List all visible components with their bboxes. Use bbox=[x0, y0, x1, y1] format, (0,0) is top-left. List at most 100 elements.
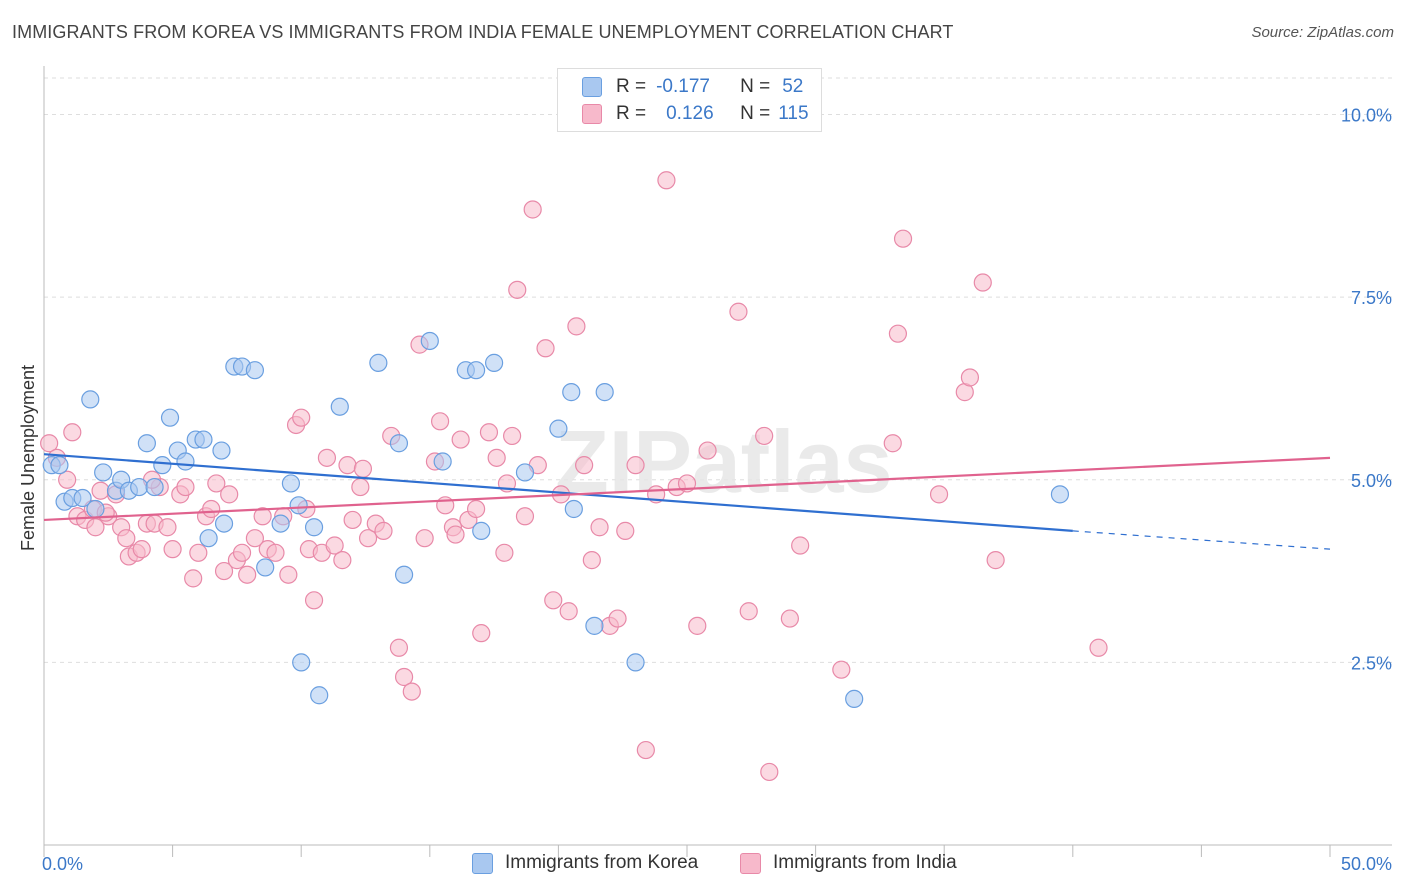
data-point bbox=[317, 448, 337, 467]
trend-line-extension bbox=[1072, 530, 1331, 550]
data-point bbox=[590, 518, 609, 537]
y-tick-label: 7.5% bbox=[1351, 288, 1392, 308]
data-point bbox=[636, 740, 655, 760]
data-point bbox=[220, 485, 239, 504]
data-point bbox=[472, 521, 491, 540]
data-point bbox=[536, 339, 555, 358]
data-point bbox=[130, 477, 149, 497]
data-point bbox=[595, 383, 614, 402]
data-point bbox=[292, 653, 311, 672]
data-point bbox=[137, 434, 156, 453]
r-label: R = bbox=[616, 103, 647, 124]
chart-title: IMMIGRANTS FROM KOREA VS IMMIGRANTS FROM… bbox=[12, 22, 954, 42]
data-point bbox=[184, 569, 203, 588]
data-point bbox=[351, 477, 370, 497]
data-point bbox=[567, 317, 586, 336]
data-point bbox=[585, 616, 604, 635]
data-point bbox=[780, 609, 799, 628]
legend-row-india: R = 0.126 N = 115 bbox=[582, 102, 809, 126]
data-point bbox=[289, 496, 308, 515]
data-point bbox=[176, 452, 195, 471]
data-point bbox=[86, 518, 105, 537]
data-point bbox=[755, 426, 774, 446]
data-point bbox=[739, 602, 758, 621]
data-point bbox=[253, 507, 272, 526]
data-point bbox=[973, 273, 992, 292]
data-point bbox=[698, 441, 717, 460]
data-point bbox=[304, 518, 324, 537]
data-point bbox=[564, 499, 583, 519]
data-point bbox=[304, 591, 324, 610]
data-point bbox=[626, 456, 645, 475]
data-point bbox=[433, 452, 452, 471]
data-point bbox=[238, 565, 257, 584]
r-value: 0.126 bbox=[666, 103, 714, 124]
data-point bbox=[394, 565, 414, 584]
data-point bbox=[791, 536, 810, 555]
data-point bbox=[575, 456, 594, 475]
data-point bbox=[281, 474, 301, 493]
n-value: 52 bbox=[782, 76, 804, 97]
data-point bbox=[353, 459, 373, 478]
bottom-legend-label-korea: Immigrants from Korea bbox=[505, 852, 699, 873]
y-tick-label: 5.0% bbox=[1351, 471, 1392, 491]
data-point bbox=[271, 514, 290, 533]
data-point bbox=[495, 543, 514, 562]
data-point bbox=[279, 565, 298, 584]
bottom-legend-swatch-korea bbox=[472, 852, 493, 874]
tick-labels: 2.5% 5.0% 7.5% 10.0% 0.0% 50.0% bbox=[42, 106, 1392, 874]
watermark: ZIPatlas bbox=[555, 412, 892, 511]
data-point bbox=[582, 551, 601, 570]
bottom-legend-swatch-india bbox=[740, 852, 761, 874]
data-point bbox=[374, 521, 393, 540]
r-label: R = bbox=[616, 76, 647, 97]
data-point bbox=[310, 686, 329, 705]
data-point bbox=[86, 499, 105, 519]
data-point bbox=[503, 426, 522, 446]
data-point bbox=[163, 540, 182, 559]
data-point bbox=[688, 616, 707, 635]
data-point bbox=[508, 280, 527, 299]
data-point bbox=[430, 412, 450, 431]
data-point bbox=[893, 229, 913, 248]
data-point bbox=[343, 510, 362, 530]
data-point bbox=[608, 609, 627, 628]
legend-row-korea: R = -0.177 N = 52 bbox=[582, 75, 803, 99]
data-point bbox=[40, 434, 59, 453]
trend-line bbox=[43, 456, 1331, 522]
data-point bbox=[81, 390, 100, 409]
data-point bbox=[73, 488, 92, 508]
data-point bbox=[325, 536, 344, 555]
data-point bbox=[117, 529, 136, 548]
trend-line bbox=[43, 453, 1073, 532]
r-value: -0.177 bbox=[656, 76, 710, 97]
data-point bbox=[153, 456, 172, 475]
data-point bbox=[729, 302, 748, 321]
data-point bbox=[960, 368, 980, 387]
data-point bbox=[451, 430, 470, 449]
data-point bbox=[91, 481, 110, 500]
data-point bbox=[888, 324, 908, 343]
source-credit: Source: ZipAtlas.com bbox=[1251, 24, 1394, 41]
data-point bbox=[338, 456, 357, 475]
data-point bbox=[402, 682, 421, 701]
data-point bbox=[389, 638, 409, 657]
data-point bbox=[883, 434, 902, 453]
data-point bbox=[245, 529, 265, 548]
data-point bbox=[832, 660, 851, 679]
data-point bbox=[544, 591, 563, 610]
y-tick-label: 2.5% bbox=[1351, 653, 1392, 673]
correlation-legend: R = -0.177 N = 52 R = 0.126 N = 115 bbox=[557, 68, 822, 132]
y-axis-label: Female Unemployment bbox=[18, 365, 38, 551]
data-point bbox=[466, 361, 486, 380]
x-tick-label: 0.0% bbox=[42, 854, 83, 874]
data-point bbox=[626, 653, 645, 672]
data-point bbox=[1050, 485, 1070, 504]
data-point bbox=[562, 383, 581, 402]
data-point bbox=[549, 419, 568, 438]
data-point bbox=[472, 624, 491, 643]
data-point bbox=[194, 430, 213, 449]
n-value: 115 bbox=[778, 103, 809, 124]
axes bbox=[43, 66, 1392, 857]
